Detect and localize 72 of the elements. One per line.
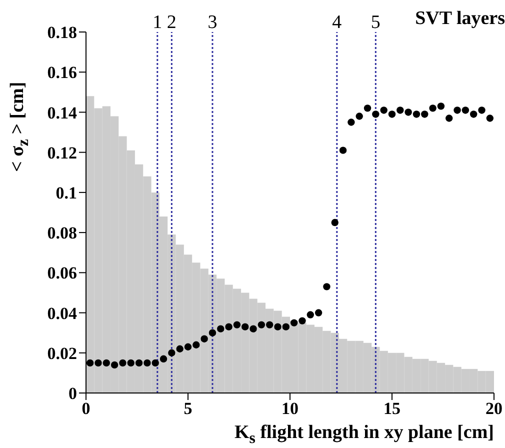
annotation: 1 [152, 12, 162, 33]
annotation: 5 [370, 12, 380, 33]
text: SVT layers [415, 8, 505, 30]
point [323, 283, 330, 290]
y-tick-label: 0.1 [56, 183, 77, 202]
point [184, 343, 192, 350]
x-tick-label: 15 [384, 399, 400, 418]
point [266, 321, 274, 328]
annotation: 4 [332, 12, 342, 33]
point [176, 345, 184, 352]
annotation: 3 [208, 12, 218, 33]
point [314, 309, 322, 316]
y-tick-label: 0.14 [47, 103, 78, 122]
x-tick-label: 0 [82, 399, 90, 418]
x-tick-label: 20 [486, 399, 502, 418]
point [380, 106, 388, 114]
point [298, 317, 306, 324]
point [217, 325, 224, 332]
point [160, 355, 168, 363]
point [421, 110, 428, 118]
point [470, 110, 478, 118]
point [258, 321, 266, 328]
point [152, 359, 159, 367]
point [446, 114, 453, 122]
point [110, 361, 118, 369]
point [225, 323, 232, 330]
point [86, 359, 94, 367]
point [412, 110, 420, 118]
point [94, 359, 102, 367]
point [290, 319, 298, 326]
point [102, 359, 110, 367]
point [462, 106, 470, 114]
point [200, 335, 208, 342]
x-axis-title: K$_{s}$ flight length in xy plane [cm] [234, 422, 494, 448]
x-tick-label: 5 [184, 399, 192, 418]
x-tick-label: 10 [282, 399, 298, 418]
y-tick-label: 0.18 [47, 23, 77, 42]
point [168, 349, 176, 356]
point [282, 323, 290, 330]
point [250, 325, 257, 332]
point [478, 106, 486, 114]
point [127, 359, 134, 367]
y-tick-label: 0.16 [47, 63, 77, 82]
point [396, 106, 404, 114]
point [437, 102, 445, 110]
point [454, 106, 461, 114]
point [364, 104, 372, 112]
point [192, 341, 200, 348]
point [356, 112, 363, 120]
y-tick-label: 0.04 [47, 304, 78, 323]
annotation: 2 [166, 12, 176, 33]
point [486, 114, 494, 122]
point [348, 118, 355, 126]
point [208, 329, 216, 336]
point [242, 323, 249, 330]
point [306, 311, 314, 318]
point [233, 321, 241, 328]
point [372, 110, 380, 118]
point [274, 323, 282, 330]
y-tick-label: 0.06 [47, 264, 77, 283]
point [331, 218, 338, 226]
point [339, 146, 347, 154]
point [429, 104, 436, 112]
y-tick-label: 0 [68, 384, 77, 404]
y-tick-label: 0.02 [47, 344, 77, 363]
point [404, 108, 412, 116]
point [119, 359, 126, 367]
y-tick-label: 0.08 [47, 224, 77, 243]
y-tick-label: 0.12 [47, 143, 77, 162]
point [135, 359, 143, 367]
point [144, 359, 151, 367]
point [388, 110, 396, 118]
